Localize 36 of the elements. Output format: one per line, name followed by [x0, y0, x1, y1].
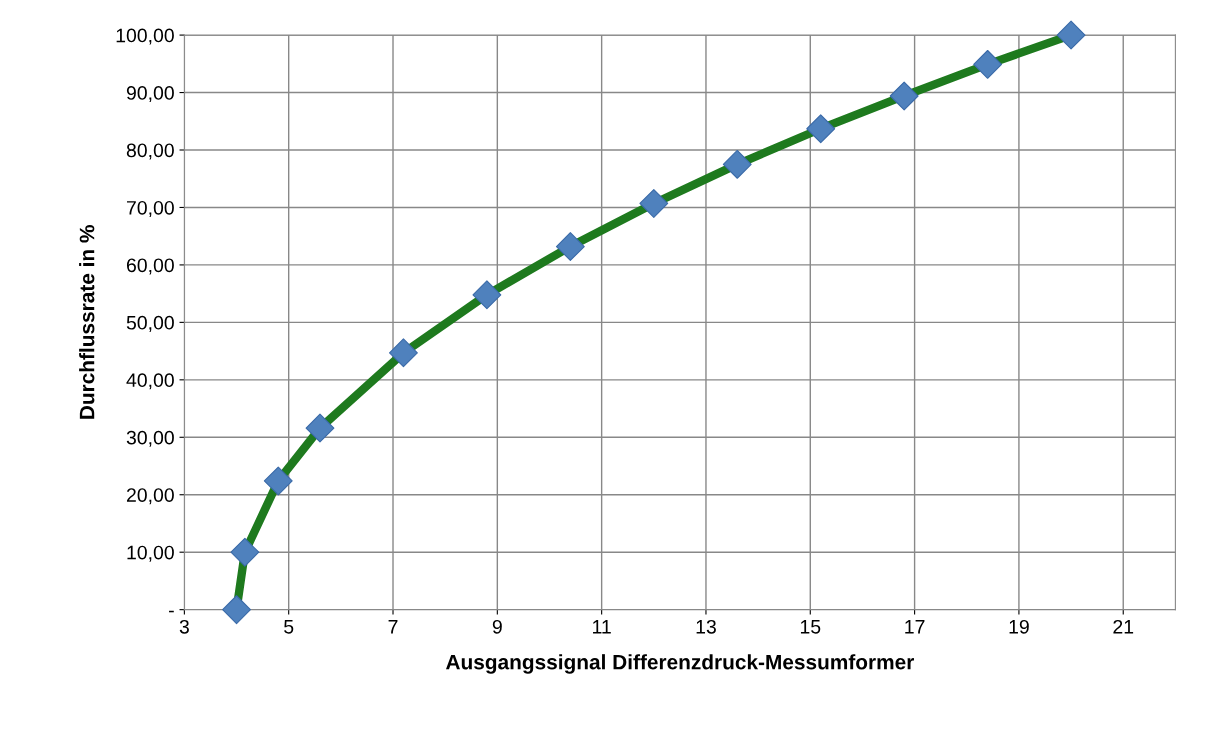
point [973, 49, 1003, 79]
point [472, 280, 502, 310]
point [230, 537, 260, 567]
y-axis-title: Durchflussrate in % [79, 225, 95, 419]
x-axis-title: Ausgangssignal Differenzdruck-Messumformer [445, 654, 915, 674]
y-tick-label: 70,00 [127, 200, 174, 217]
x-tick-label: 19 [1009, 619, 1029, 634]
y-tick-label: 30,00 [126, 430, 174, 447]
x-tick-label: 13 [696, 619, 716, 634]
point [639, 188, 669, 218]
point [722, 149, 752, 179]
y-tick-label: 20,00 [126, 488, 174, 505]
y-tick-label: - [169, 610, 174, 613]
x-tick-label: 11 [593, 620, 611, 634]
x-tick-label: 9 [492, 619, 502, 634]
point [305, 413, 335, 443]
x-tick-label: 5 [284, 620, 294, 634]
x-tick-label: 7 [388, 620, 398, 634]
point [806, 114, 836, 144]
y-tick-label: 100,00 [116, 28, 174, 45]
x-tick-label: 21 [1113, 619, 1134, 634]
y-tick-label: 90,00 [126, 86, 174, 103]
x-tick-label: 3 [179, 619, 189, 634]
y-tick-label: 10,00 [127, 545, 174, 562]
y-tick-label: 50,00 [126, 315, 174, 332]
point [889, 81, 919, 111]
point [1056, 20, 1086, 50]
y-tick-label: 60,00 [126, 258, 174, 275]
point [389, 338, 418, 368]
point [555, 232, 585, 261]
point [263, 466, 293, 496]
y-tick-label: 80,00 [126, 143, 174, 160]
y-tick-label: 40,00 [126, 373, 174, 390]
point [222, 595, 251, 625]
x-tick-label: 17 [905, 620, 925, 634]
x-tick-label: 15 [800, 620, 821, 634]
